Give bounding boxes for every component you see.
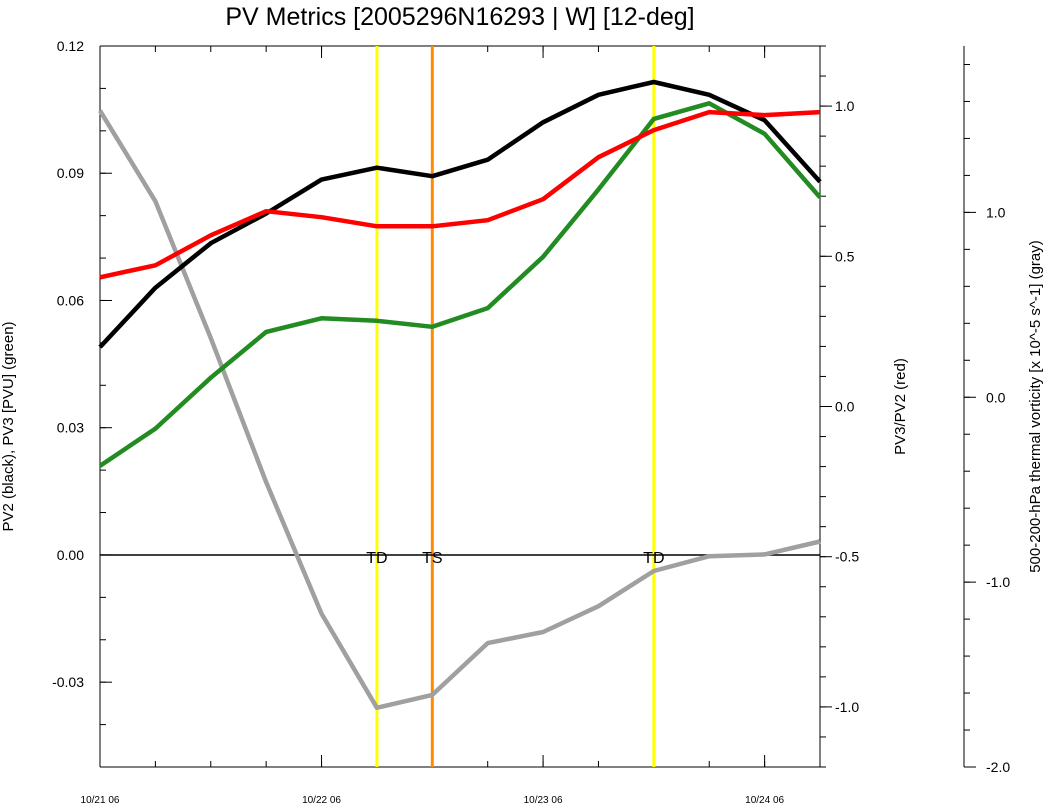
left-tick-label: -0.03 (52, 674, 84, 690)
stage-marker-label: TS (422, 550, 442, 567)
left-tick-label: 0.03 (57, 420, 84, 436)
left-axis-title: PV2 (black), PV3 [PVU] (green) (0, 321, 17, 531)
left-y-axis: 0.12 0.09 0.06 0.03 0.00 -0.03 (52, 38, 112, 768)
x-tick-label: 10/24 06 (745, 795, 784, 805)
right-tick-label: 0.0 (835, 399, 855, 415)
far-right-tick-label: -2.0 (986, 759, 1010, 775)
plot-frame (99, 45, 821, 768)
chart-title: PV Metrics [2005296N16293 | W] [12-deg] (225, 3, 694, 31)
far-right-tick-label: 1.0 (986, 204, 1006, 220)
pv3-line (98, 101, 822, 468)
far-right-y-axis: 1.0 0.0 -1.0 -2.0 (963, 46, 1010, 775)
stage-marker-label: TD (643, 550, 664, 567)
right-tick-label: -0.5 (835, 549, 859, 565)
data-series: TD TS TD (98, 79, 822, 711)
x-tick-label: 10/22 06 (302, 795, 341, 805)
right-tick-label: -1.0 (835, 699, 859, 715)
right-tick-label: 0.5 (835, 248, 855, 264)
stage-marker-label: TD (366, 550, 387, 567)
left-tick-label: 0.12 (57, 38, 84, 54)
left-tick-label: 0.09 (57, 165, 84, 181)
pv-ratio-line (99, 109, 821, 280)
far-right-tick-label: 0.0 (986, 389, 1006, 405)
stage-markers (375, 46, 656, 767)
far-right-axis-title: 500-200-hPa thermal vorticity [x 10^-5 s… (1027, 240, 1044, 573)
thermal-vorticity-line (98, 109, 821, 711)
left-tick-label: 0.00 (57, 547, 84, 563)
x-axis: 10/21 06 10/22 06 10/23 06 10/24 06 (81, 46, 821, 805)
x-tick-label: 10/21 06 (81, 795, 120, 805)
right-y-axis: 1.0 0.5 0.0 -0.5 -1.0 (820, 45, 859, 768)
right-tick-label: 1.0 (835, 98, 855, 114)
left-tick-label: 0.06 (57, 292, 84, 308)
right-axis-title: PV3/PV2 (red) (892, 358, 909, 455)
pv2-line (98, 79, 822, 349)
x-tick-label: 10/23 06 (524, 795, 563, 805)
far-right-tick-label: -1.0 (986, 574, 1010, 590)
